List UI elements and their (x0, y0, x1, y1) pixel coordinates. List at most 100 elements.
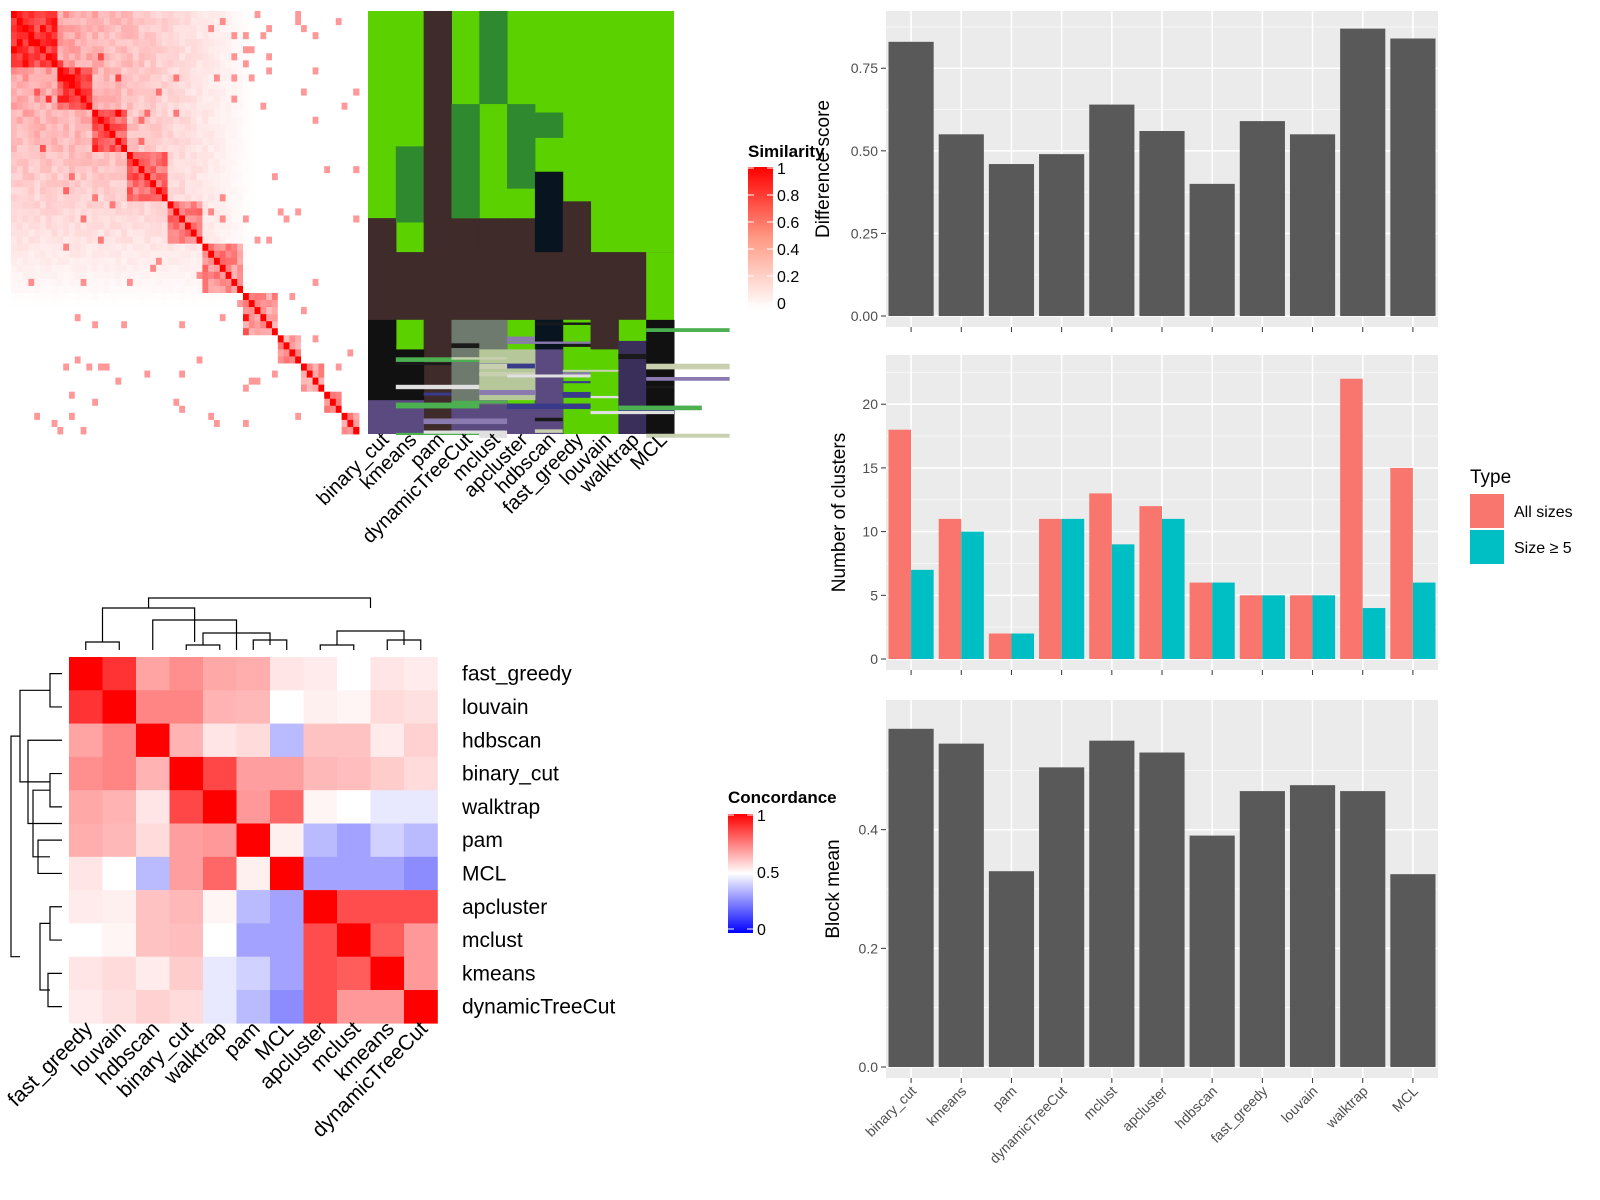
y-tick-label: 0.00 (851, 308, 878, 324)
bar-all-sizes (988, 633, 1012, 659)
concordance-cell (236, 657, 271, 691)
bar-size-5 (1262, 595, 1285, 659)
bar (1189, 183, 1235, 316)
difference-score-chart: 0.00 0.25 0.50 0.75 Difference score (813, 11, 1438, 332)
bar (1239, 791, 1285, 1067)
concordance-cell (169, 990, 204, 1024)
similarity-legend-title: Similarity (748, 142, 825, 161)
y-tick-label: 15 (862, 460, 878, 476)
concordance-matrix (69, 657, 438, 1024)
similarity-x-labels: binary_cutkmeanspamdynamicTreeCutmclusta… (313, 429, 672, 548)
concordance-cell (169, 690, 204, 724)
bar (1139, 131, 1185, 316)
bar-size-5 (911, 569, 934, 659)
concordance-cell (236, 790, 271, 824)
bar (1039, 767, 1085, 1067)
concordance-cell (203, 890, 237, 924)
concordance-cell (303, 756, 338, 791)
bar-all-sizes (1390, 467, 1413, 659)
number-of-clusters-chart: 0 5 10 15 20 Number of clusters (829, 355, 1438, 675)
concordance-cell (203, 657, 237, 691)
concordance-cell (136, 990, 170, 1024)
concordance-cell (102, 923, 137, 957)
concordance-legend-tick: 0 (757, 922, 766, 939)
concordance-cell (270, 723, 304, 758)
similarity-legend-tick: 1 (777, 161, 786, 178)
concordance-cell (169, 890, 204, 924)
bar-all-sizes (1139, 506, 1162, 659)
concordance-cell (404, 890, 438, 924)
bar (1039, 154, 1085, 316)
concordance-cell (303, 923, 338, 957)
concordance-cell (203, 990, 237, 1024)
bar (1390, 38, 1436, 317)
concordance-legend-tick: 0.5 (757, 865, 779, 882)
concordance-cell (404, 823, 438, 858)
bar-size-5 (1111, 544, 1135, 659)
concordance-cell (404, 690, 438, 724)
bar (1289, 134, 1336, 316)
y-tick-label: 0.2 (859, 940, 879, 956)
y-axis-title: Block mean (823, 839, 844, 938)
bar-size-5 (961, 531, 984, 659)
concordance-cell (303, 890, 338, 924)
concordance-cell (203, 790, 237, 824)
concordance-cell (337, 823, 371, 858)
concordance-cell (102, 856, 137, 891)
concordance-cell (337, 923, 371, 957)
concordance-cell (102, 990, 137, 1024)
concordance-cell (69, 657, 103, 691)
bar-size-5 (1162, 518, 1185, 659)
concordance-legend: Concordance 1 0.5 0 (728, 788, 837, 939)
concordance-cell (303, 690, 338, 724)
bar-size-5 (1212, 582, 1235, 659)
concordance-cell (270, 657, 304, 691)
concordance-cell (169, 956, 204, 991)
bar-all-sizes (888, 429, 912, 659)
bar-x-label: pam (989, 1083, 1020, 1114)
concordance-cell (303, 723, 338, 758)
bar (888, 728, 934, 1067)
concordance-cell (69, 823, 103, 858)
concordance-col-labels: fast_greedylouvainhdbscanbinary_cutwalkt… (3, 1017, 432, 1142)
bar-size-5 (1312, 595, 1336, 659)
y-tick-label: 20 (862, 396, 878, 412)
concordance-cell (370, 923, 405, 957)
concordance-cell (169, 723, 204, 758)
concordance-cell (337, 723, 371, 758)
concordance-cell (303, 823, 338, 858)
similarity-legend-tick: 0.6 (777, 215, 799, 232)
similarity-colorbar (748, 167, 773, 309)
bar (1340, 791, 1386, 1067)
concordance-cell (236, 756, 271, 791)
concordance-cell (337, 956, 371, 991)
concordance-cell (270, 890, 304, 924)
bar-all-sizes (1039, 518, 1062, 659)
bar-all-sizes (1239, 595, 1263, 659)
concordance-cell (404, 756, 438, 791)
bar-size-5 (1011, 633, 1035, 659)
concordance-cell (236, 990, 271, 1024)
concordance-cell (404, 856, 438, 891)
block-mean-chart: 0.0 0.2 0.4 Block mean (823, 700, 1438, 1083)
concordance-row-label: kmeans (462, 962, 536, 985)
legend-label-all-sizes: All sizes (1514, 504, 1573, 521)
concordance-row-label: MCL (462, 862, 506, 885)
concordance-cell (337, 657, 371, 691)
similarity-legend-tick: 0.8 (777, 188, 799, 205)
y-axis-title: Number of clusters (829, 433, 850, 592)
concordance-row-label: fast_greedy (462, 663, 572, 686)
concordance-cell (203, 690, 237, 724)
bar (1189, 835, 1235, 1067)
concordance-cell (404, 923, 438, 957)
concordance-cell (169, 756, 204, 791)
concordance-cell (404, 790, 438, 824)
similarity-legend-tick: 0.2 (777, 269, 799, 286)
concordance-cell (169, 790, 204, 824)
concordance-cell (370, 790, 405, 824)
concordance-row-label: dynamicTreeCut (462, 996, 615, 1019)
similarity-legend-tick: 0.4 (777, 242, 799, 259)
bar (1340, 28, 1386, 316)
concordance-cell (337, 756, 371, 791)
bar-x-label: binary_cut (862, 1083, 919, 1140)
